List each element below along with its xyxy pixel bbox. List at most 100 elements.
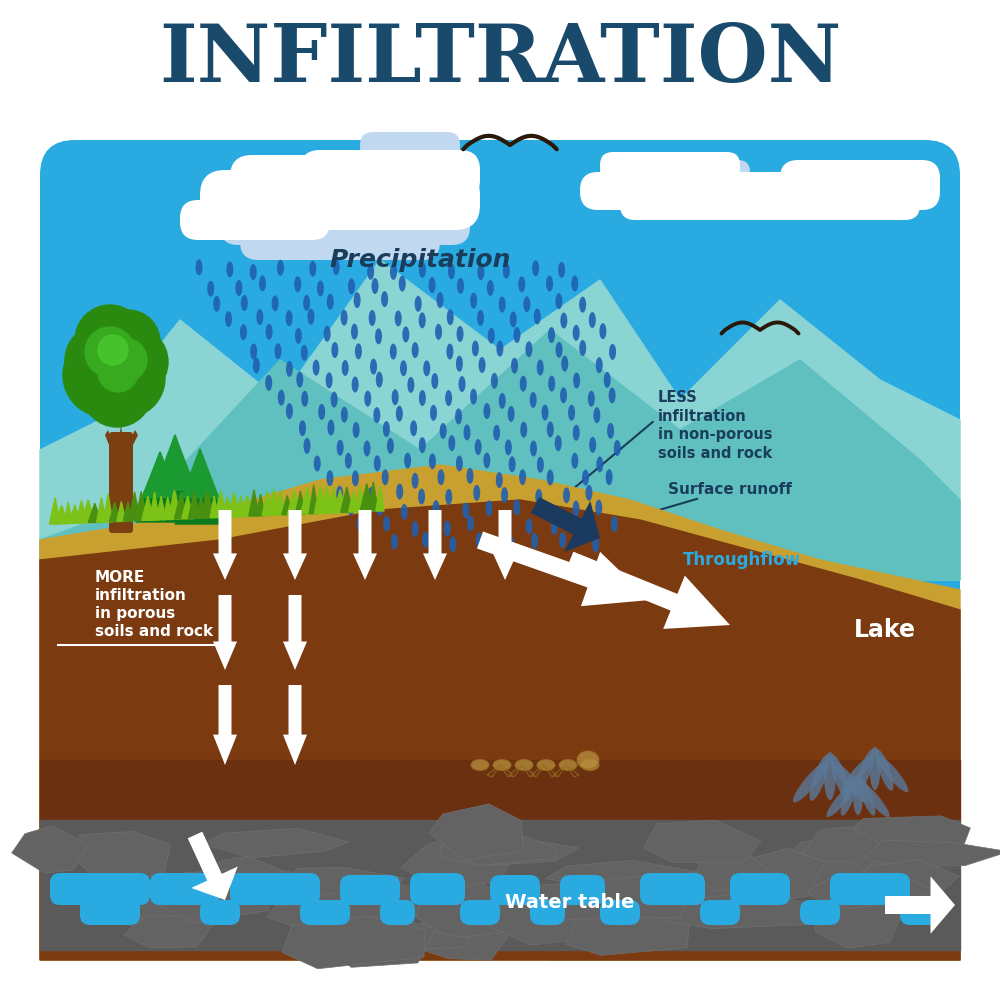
Ellipse shape [487, 280, 494, 296]
Polygon shape [667, 891, 838, 929]
Polygon shape [807, 873, 933, 908]
Ellipse shape [547, 469, 554, 485]
Ellipse shape [830, 754, 850, 801]
Ellipse shape [326, 470, 333, 486]
Polygon shape [142, 496, 154, 520]
Ellipse shape [470, 389, 477, 405]
Ellipse shape [537, 360, 544, 376]
Ellipse shape [348, 500, 355, 516]
Circle shape [63, 333, 147, 417]
Polygon shape [644, 820, 761, 862]
Ellipse shape [456, 456, 463, 472]
Polygon shape [213, 685, 237, 765]
Ellipse shape [303, 295, 310, 311]
Polygon shape [659, 869, 740, 900]
Ellipse shape [266, 324, 273, 340]
Polygon shape [262, 491, 272, 516]
Polygon shape [256, 494, 265, 516]
Ellipse shape [573, 500, 580, 516]
Ellipse shape [415, 296, 422, 312]
Ellipse shape [402, 326, 409, 342]
FancyBboxPatch shape [50, 873, 150, 905]
Ellipse shape [419, 312, 426, 328]
Polygon shape [334, 490, 346, 513]
Polygon shape [196, 497, 205, 518]
Ellipse shape [568, 405, 575, 421]
Ellipse shape [336, 486, 343, 502]
FancyBboxPatch shape [410, 873, 465, 905]
Ellipse shape [423, 360, 430, 376]
Ellipse shape [455, 408, 462, 424]
Ellipse shape [555, 435, 562, 451]
Ellipse shape [467, 468, 474, 484]
Polygon shape [105, 430, 116, 455]
Ellipse shape [464, 424, 471, 440]
Ellipse shape [577, 751, 599, 769]
Ellipse shape [447, 309, 454, 325]
Polygon shape [76, 500, 87, 523]
Ellipse shape [383, 421, 390, 437]
Polygon shape [142, 452, 178, 498]
Ellipse shape [609, 387, 616, 403]
Polygon shape [236, 496, 245, 517]
Ellipse shape [476, 532, 483, 548]
Ellipse shape [596, 456, 603, 472]
FancyBboxPatch shape [490, 875, 540, 905]
Polygon shape [12, 826, 89, 873]
Ellipse shape [611, 516, 618, 532]
Ellipse shape [440, 423, 447, 439]
Polygon shape [115, 425, 123, 520]
FancyBboxPatch shape [109, 432, 133, 533]
Polygon shape [885, 876, 955, 934]
FancyBboxPatch shape [180, 200, 330, 240]
Ellipse shape [445, 390, 452, 406]
Polygon shape [321, 486, 333, 513]
Ellipse shape [418, 489, 425, 505]
Ellipse shape [530, 392, 537, 408]
Ellipse shape [457, 326, 464, 342]
Ellipse shape [253, 357, 260, 373]
Ellipse shape [304, 438, 311, 454]
Ellipse shape [419, 390, 426, 406]
Ellipse shape [294, 276, 301, 292]
Ellipse shape [446, 344, 453, 360]
Ellipse shape [195, 259, 202, 275]
Ellipse shape [250, 343, 257, 359]
FancyBboxPatch shape [720, 175, 900, 210]
Ellipse shape [513, 327, 520, 343]
Ellipse shape [870, 747, 880, 790]
Polygon shape [175, 449, 225, 524]
Text: MORE
infiltration
in porous
soils and rock: MORE infiltration in porous soils and ro… [95, 570, 213, 639]
Ellipse shape [353, 422, 360, 438]
Ellipse shape [483, 452, 490, 468]
Polygon shape [839, 816, 970, 857]
Ellipse shape [301, 345, 308, 361]
Polygon shape [276, 867, 405, 895]
Ellipse shape [593, 407, 600, 423]
Polygon shape [808, 862, 886, 910]
Ellipse shape [832, 761, 867, 802]
Polygon shape [658, 821, 746, 849]
Polygon shape [154, 435, 196, 490]
FancyBboxPatch shape [460, 900, 500, 925]
Ellipse shape [491, 373, 498, 389]
Ellipse shape [225, 311, 232, 327]
Ellipse shape [515, 760, 533, 770]
Ellipse shape [530, 441, 537, 457]
Ellipse shape [395, 310, 402, 326]
Ellipse shape [824, 752, 836, 800]
Polygon shape [168, 490, 181, 519]
Ellipse shape [448, 435, 455, 451]
Polygon shape [69, 505, 81, 523]
Ellipse shape [581, 760, 599, 770]
Ellipse shape [327, 420, 334, 436]
Ellipse shape [459, 376, 466, 392]
Ellipse shape [503, 263, 510, 279]
Polygon shape [493, 510, 517, 580]
Polygon shape [203, 828, 349, 858]
FancyBboxPatch shape [200, 170, 480, 230]
Ellipse shape [523, 296, 530, 312]
Ellipse shape [595, 500, 602, 516]
Ellipse shape [286, 361, 293, 377]
Ellipse shape [525, 341, 532, 357]
